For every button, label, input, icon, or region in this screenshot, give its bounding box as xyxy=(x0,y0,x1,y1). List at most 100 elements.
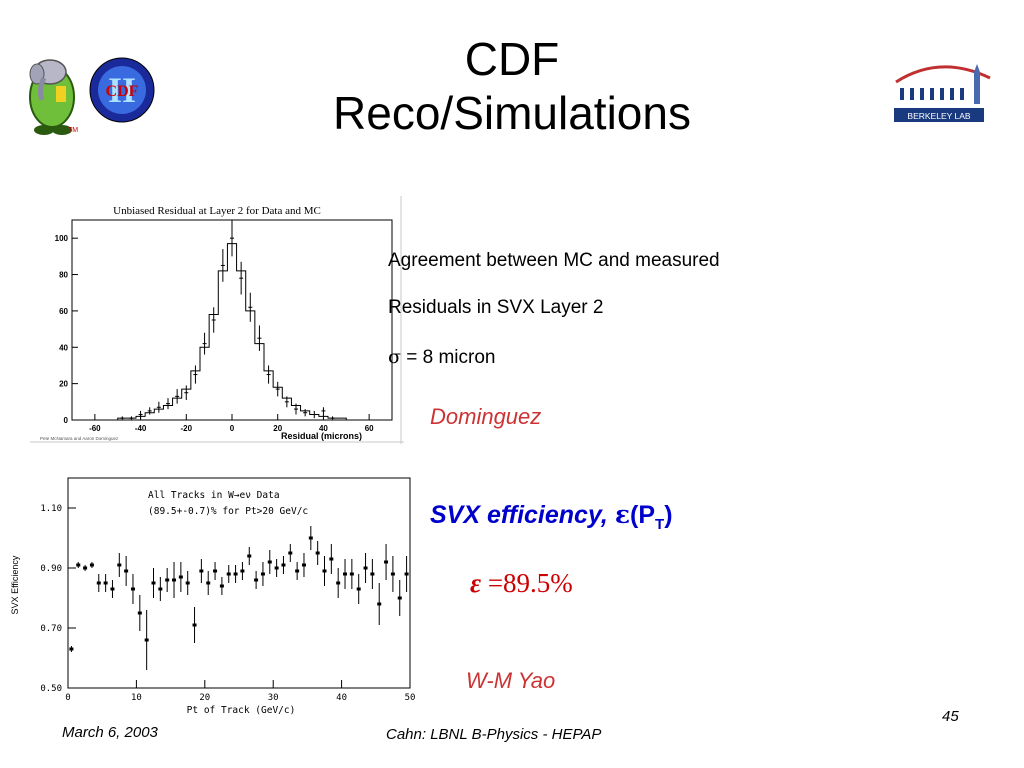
chart2-point xyxy=(96,581,101,585)
chart2-xtick-label: 10 xyxy=(131,693,142,703)
cdf-badge-icon: II CDF xyxy=(89,57,155,123)
elephant-mascot-icon xyxy=(29,59,75,135)
chart2-point xyxy=(363,566,368,570)
chart2-point xyxy=(301,563,306,567)
chart2-point xyxy=(343,572,348,576)
residual-histogram-chart: Unbiased Residual at Layer 2 for Data an… xyxy=(30,196,404,444)
chart1-ytick-label: 60 xyxy=(59,307,68,316)
chart2-point xyxy=(370,572,375,576)
chart2-point xyxy=(322,569,327,573)
chart2-point xyxy=(124,569,129,573)
chart2-point xyxy=(185,581,190,585)
chart2-point xyxy=(274,566,279,570)
chart2-ytick-label: 0.90 xyxy=(40,564,62,574)
author-dominguez: Dominguez xyxy=(430,404,542,429)
chart2-point xyxy=(397,596,402,600)
chart2-point xyxy=(226,572,231,576)
chart1-title: Unbiased Residual at Layer 2 for Data an… xyxy=(113,205,321,217)
chart2-subtitle: (89.5+-0.7)% for Pt>20 GeV/c xyxy=(148,506,308,517)
chart1-ytick-label: 80 xyxy=(59,271,68,280)
chart2-point xyxy=(349,572,354,576)
title-line-1: CDF xyxy=(464,33,560,85)
chart2-point xyxy=(103,581,108,585)
chart1-xtick-label: -60 xyxy=(89,424,101,433)
logo-berkeley-text: BERKELEY LAB xyxy=(907,111,970,121)
chart1-xtick-label: -40 xyxy=(135,424,147,433)
chart2-point xyxy=(288,551,293,555)
chart2-point xyxy=(240,569,245,573)
chart2-point xyxy=(384,560,389,564)
chart2-point xyxy=(178,575,183,579)
chart2-xlabel: Pt of Track (GeV/c) xyxy=(187,705,296,716)
berkeley-lab-graphic: BERKELEY LAB xyxy=(894,64,991,122)
chart2-ytick-label: 1.10 xyxy=(40,504,62,514)
chart2-point xyxy=(76,563,81,567)
chart2-point xyxy=(130,587,135,591)
chart2-point xyxy=(315,551,320,555)
chart2-ylabel: SVX Efficiency xyxy=(10,555,20,614)
efficiency-scatter-svg: SVX Efficiency All Tracks in W→eν Data (… xyxy=(6,470,420,720)
chart2-point xyxy=(192,623,197,627)
eff-heading-paren-open: (P xyxy=(630,501,656,529)
eff-heading-main: SVX efficiency, xyxy=(430,501,615,529)
chart1-xtick-label: 40 xyxy=(319,424,328,433)
chart2-point xyxy=(260,572,265,576)
chart2-point xyxy=(247,554,252,558)
author-yao: W-M Yao xyxy=(466,668,556,693)
chart2-point xyxy=(267,560,272,564)
footer-center: Cahn: LBNL B-Physics - HEPAP xyxy=(386,726,602,743)
efficiency-scatter-chart: SVX Efficiency All Tracks in W→eν Data (… xyxy=(6,470,420,720)
eff-heading-sub: T xyxy=(655,516,665,533)
eff-heading-symbol: ε xyxy=(614,500,631,529)
chart2-point xyxy=(404,572,409,576)
chart1-xtick-label: 0 xyxy=(230,424,235,433)
chart2-point xyxy=(254,578,259,582)
chart2-xtick-label: 50 xyxy=(405,693,416,703)
chart1-ytick-label: 40 xyxy=(59,343,68,352)
chart1-xtick-label: -20 xyxy=(181,424,193,433)
chart2-point xyxy=(356,587,361,591)
chart2-point xyxy=(390,572,395,576)
chart1-ytick-label: 0 xyxy=(64,416,69,425)
chart2-point xyxy=(329,557,334,561)
chart2-title: All Tracks in W→eν Data xyxy=(148,490,280,501)
sigma-text: σ = 8 micron xyxy=(388,346,496,369)
logo-columns-icon xyxy=(900,64,980,104)
chart2-xtick-label: 0 xyxy=(65,693,70,703)
chart2-frame xyxy=(67,477,411,689)
chart2-point xyxy=(151,581,156,585)
chart2-point xyxy=(69,647,74,651)
page-number: 45 xyxy=(942,708,959,725)
sigma-value: = 8 micron xyxy=(400,347,496,368)
chart2-xtick-label: 20 xyxy=(199,693,210,703)
chart2-ytick-label: 0.70 xyxy=(40,624,62,634)
eff-heading-paren-close: ) xyxy=(664,501,673,529)
logo-cdf-text: CDF xyxy=(106,83,139,100)
chart2-point xyxy=(199,569,204,573)
footer-date: March 6, 2003 xyxy=(62,724,158,741)
chart1-xlabel: Residual (microns) xyxy=(281,431,362,441)
chart2-point xyxy=(144,638,149,642)
chart2-ytick-label: 0.50 xyxy=(40,684,62,694)
chart2-point xyxy=(89,563,94,567)
chart2-point xyxy=(233,572,238,576)
chart2-point xyxy=(213,569,218,573)
eff-value-rest: =89.5% xyxy=(481,568,573,598)
eff-value-symbol: ε xyxy=(470,568,482,598)
chart2-point xyxy=(172,578,177,582)
chart2-point xyxy=(336,581,341,585)
chart2-point xyxy=(308,536,313,540)
chart2-point xyxy=(137,611,142,615)
agreement-text: Agreement between MC and measured xyxy=(388,250,720,271)
chart1-ytick-label: 100 xyxy=(55,234,69,243)
chart1-xtick-label: 60 xyxy=(365,424,374,433)
slide-title: CDF Reco/Simulations xyxy=(250,32,774,140)
svx-efficiency-heading: SVX efficiency, ε(PT) xyxy=(430,500,673,533)
chart2-point xyxy=(219,584,224,588)
berkeley-lab-logo: BERKELEY LAB xyxy=(890,58,1002,128)
efficiency-value: ε =89.5% xyxy=(470,568,573,599)
residuals-text: Residuals in SVX Layer 2 xyxy=(388,297,604,318)
chart1-ytick-label: 20 xyxy=(59,380,68,389)
chart2-point xyxy=(377,602,382,606)
chart1-credit: Pete McNamara and Aaron Dominguez xyxy=(40,436,119,441)
